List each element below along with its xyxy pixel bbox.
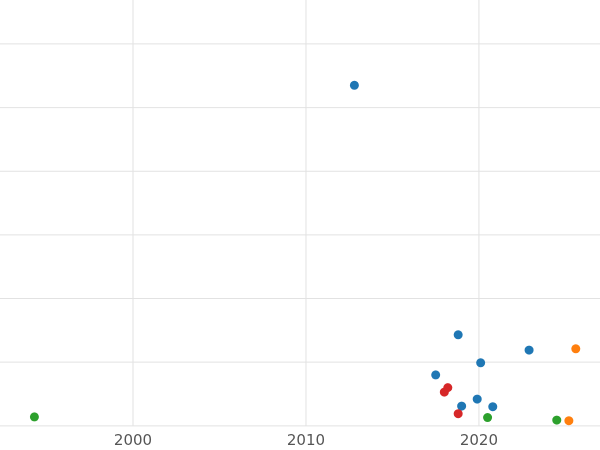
- data-point-green: [29, 412, 39, 422]
- data-point-blue: [453, 330, 463, 340]
- data-point-orange: [571, 344, 581, 354]
- data-point-green: [483, 413, 493, 423]
- x-tick-label: 2020: [460, 431, 498, 449]
- x-tick-label: 2010: [287, 431, 325, 449]
- data-point-orange: [564, 416, 574, 426]
- data-point-blue: [524, 345, 534, 355]
- data-point-blue: [476, 358, 486, 368]
- data-point-blue: [457, 401, 467, 411]
- data-point-blue: [488, 402, 498, 412]
- data-point-green: [552, 415, 562, 425]
- data-point-red: [443, 383, 453, 393]
- data-point-red: [453, 409, 463, 419]
- data-point-blue: [349, 80, 359, 90]
- data-point-blue: [431, 370, 441, 380]
- data-point-blue: [472, 394, 482, 404]
- x-tick-label: 2000: [114, 431, 152, 449]
